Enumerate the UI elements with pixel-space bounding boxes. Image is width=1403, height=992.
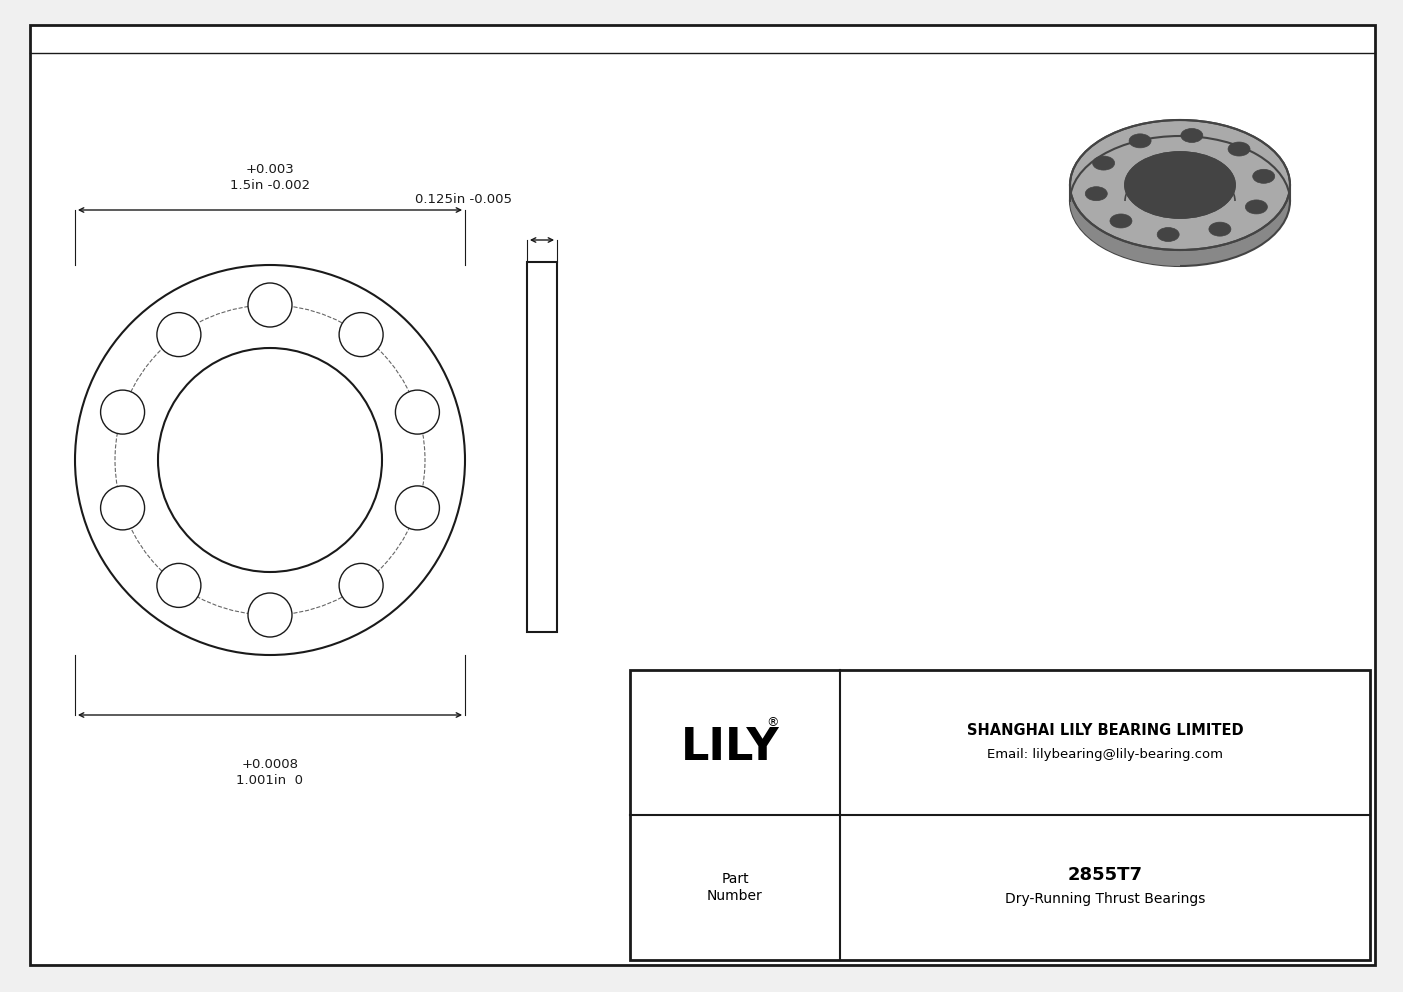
Text: Part
Number: Part Number	[707, 872, 763, 903]
Ellipse shape	[1110, 214, 1132, 228]
Ellipse shape	[1253, 170, 1275, 184]
Ellipse shape	[1070, 120, 1289, 250]
Text: Email: lilybearing@lily-bearing.com: Email: lilybearing@lily-bearing.com	[986, 748, 1223, 761]
Text: LILY: LILY	[680, 726, 779, 769]
Bar	[528, 262, 557, 632]
Text: +0.0008: +0.0008	[241, 758, 299, 771]
Circle shape	[74, 265, 464, 655]
Circle shape	[157, 312, 201, 356]
Text: Dry-Running Thrust Bearings: Dry-Running Thrust Bearings	[1005, 893, 1205, 907]
Circle shape	[101, 390, 145, 434]
Bar	[630, 670, 1369, 960]
Ellipse shape	[1181, 129, 1202, 143]
Circle shape	[396, 390, 439, 434]
Circle shape	[101, 486, 145, 530]
Ellipse shape	[1228, 142, 1250, 156]
Ellipse shape	[1093, 156, 1114, 170]
Ellipse shape	[1157, 227, 1179, 241]
Text: +0.003: +0.003	[246, 163, 295, 176]
Ellipse shape	[1246, 200, 1267, 214]
Text: 0.125in -0.005: 0.125in -0.005	[415, 193, 512, 206]
PathPatch shape	[1070, 120, 1180, 266]
Ellipse shape	[1125, 152, 1235, 218]
Circle shape	[340, 563, 383, 607]
Circle shape	[340, 312, 383, 356]
PathPatch shape	[1180, 152, 1235, 234]
Text: SHANGHAI LILY BEARING LIMITED: SHANGHAI LILY BEARING LIMITED	[967, 723, 1243, 738]
Circle shape	[248, 593, 292, 637]
Circle shape	[248, 283, 292, 327]
Text: 2855T7: 2855T7	[1068, 866, 1142, 885]
Ellipse shape	[1070, 136, 1289, 266]
Circle shape	[396, 486, 439, 530]
Ellipse shape	[1125, 168, 1235, 234]
Ellipse shape	[1129, 134, 1150, 148]
Ellipse shape	[1086, 186, 1107, 200]
Ellipse shape	[1209, 222, 1230, 236]
Text: ®: ®	[767, 716, 779, 729]
Text: 1.5in -0.002: 1.5in -0.002	[230, 179, 310, 192]
Circle shape	[159, 348, 382, 572]
Circle shape	[157, 563, 201, 607]
Text: 1.001in  0: 1.001in 0	[237, 774, 303, 787]
